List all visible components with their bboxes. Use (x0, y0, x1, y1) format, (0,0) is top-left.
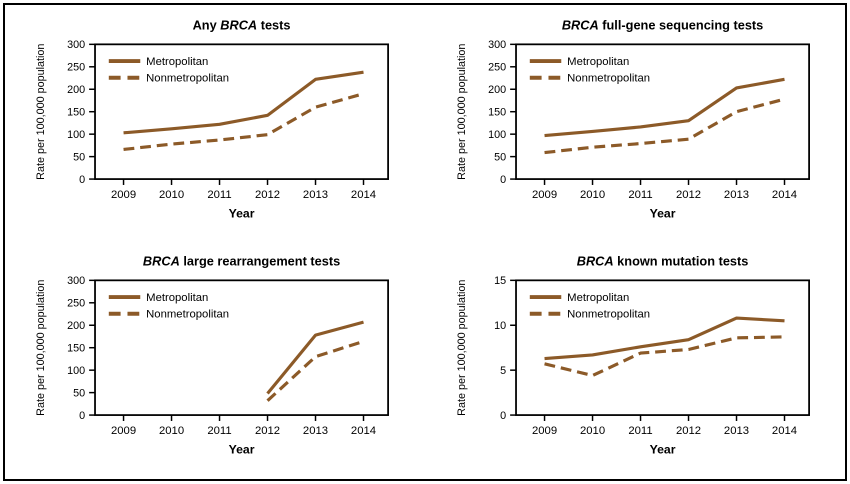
y-tick-label: 0 (79, 174, 85, 186)
x-tick-label: 2014 (772, 189, 797, 201)
panel-brca-large-rearrangement-tests: BRCA large rearrangement tests 0 50 100 150 2… (5, 241, 426, 479)
x-axis-label: Year (229, 206, 255, 220)
y-axis-label: Rate per 100,000 population (35, 44, 47, 180)
panel-any-brca-tests: Any BRCA tests 0 50 100 150 200 250 300 2009 2010… (5, 5, 426, 243)
series-line-metropolitan (544, 316, 785, 361)
x-axis-label: Year (650, 442, 676, 456)
chart-svg: BRCA full-gene sequencing tests 0 50 100 150… (456, 18, 810, 220)
plot-frame (94, 279, 389, 416)
y-tick-label: 250 (67, 62, 85, 74)
series-line-nonmetropolitan (544, 97, 785, 155)
y-tick-label: 100 (67, 365, 85, 377)
y-tick-label: 0 (500, 174, 506, 186)
plot-frame (515, 43, 810, 180)
x-tick-label: 2011 (628, 425, 652, 437)
x-tick-label: 2010 (159, 425, 184, 437)
chart-title: BRCA large rearrangement tests (143, 254, 340, 269)
panel-brca-full-gene-sequencing-tests: BRCA full-gene sequencing tests 0 50 100 150… (426, 5, 847, 243)
y-tick-label: 15 (494, 275, 506, 287)
x-tick-label: 2010 (580, 189, 605, 201)
legend-label-metropolitan: Metropolitan (146, 292, 208, 304)
legend-label-metropolitan: Metropolitan (567, 292, 629, 304)
y-tick-label: 250 (488, 62, 506, 74)
y-tick-label: 50 (494, 151, 506, 163)
chart-svg: Any BRCA tests 0 50 100 150 200 250 300 2009 2010… (35, 18, 389, 220)
x-axis-label: Year (650, 206, 676, 220)
x-tick-label: 2009 (111, 189, 136, 201)
panel-brca-known-mutation-tests: BRCA known mutation tests 0 5 10 15 2009 2010 2… (426, 241, 847, 479)
plot-frame (94, 43, 389, 180)
series-line-metropolitan (123, 70, 364, 135)
x-tick-label: 2011 (207, 425, 231, 437)
y-axis-label: Rate per 100,000 population (456, 280, 468, 416)
y-tick-label: 100 (67, 129, 85, 141)
series-line-metropolitan (266, 320, 364, 395)
x-tick-label: 2010 (580, 425, 605, 437)
chart-title: BRCA full-gene sequencing tests (562, 18, 763, 33)
x-tick-label: 2012 (255, 425, 280, 437)
y-tick-label: 200 (67, 84, 85, 96)
y-tick-label: 300 (488, 39, 506, 51)
x-tick-label: 2013 (303, 425, 328, 437)
x-tick-label: 2012 (676, 425, 701, 437)
y-tick-label: 5 (500, 365, 506, 377)
y-tick-label: 300 (67, 275, 85, 287)
plot-frame (515, 279, 810, 416)
legend-label-metropolitan: Metropolitan (146, 56, 208, 68)
y-tick-label: 300 (67, 39, 85, 51)
x-tick-label: 2009 (532, 189, 557, 201)
chart-title: BRCA known mutation tests (577, 254, 749, 269)
chart-svg: BRCA known mutation tests 0 5 10 15 2009 2010 2… (456, 254, 810, 456)
legend-label-nonmetropolitan: Nonmetropolitan (567, 73, 650, 85)
x-tick-label: 2012 (676, 189, 701, 201)
y-tick-label: 150 (67, 342, 85, 354)
legend-label-nonmetropolitan: Nonmetropolitan (146, 309, 229, 321)
y-tick-label: 150 (488, 106, 506, 118)
x-tick-label: 2013 (724, 189, 749, 201)
x-tick-label: 2014 (351, 189, 376, 201)
x-axis-label: Year (229, 442, 255, 456)
series-line-nonmetropolitan (123, 92, 364, 152)
x-tick-label: 2013 (303, 189, 328, 201)
legend-label-nonmetropolitan: Nonmetropolitan (567, 309, 650, 321)
y-axis-label: Rate per 100,000 population (456, 44, 468, 180)
legend-label-nonmetropolitan: Nonmetropolitan (146, 73, 229, 85)
chart-title: Any BRCA tests (193, 18, 291, 33)
series-line-nonmetropolitan (544, 335, 785, 378)
x-tick-label: 2011 (207, 189, 231, 201)
x-tick-label: 2013 (724, 425, 749, 437)
y-tick-label: 200 (67, 320, 85, 332)
x-tick-label: 2010 (159, 189, 184, 201)
y-tick-label: 150 (67, 106, 85, 118)
y-tick-label: 0 (500, 410, 506, 422)
x-tick-label: 2014 (351, 425, 376, 437)
y-axis-label: Rate per 100,000 population (35, 280, 47, 416)
x-tick-label: 2014 (772, 425, 797, 437)
y-tick-label: 10 (494, 320, 506, 332)
y-tick-label: 200 (488, 84, 506, 96)
series-line-nonmetropolitan (266, 339, 364, 402)
x-tick-label: 2009 (111, 425, 136, 437)
y-tick-label: 0 (79, 410, 85, 422)
x-tick-label: 2011 (628, 189, 652, 201)
y-tick-label: 50 (73, 151, 85, 163)
y-tick-label: 250 (67, 298, 85, 310)
y-tick-label: 50 (73, 387, 85, 399)
x-tick-label: 2009 (532, 425, 557, 437)
x-tick-label: 2012 (255, 189, 280, 201)
legend-label-metropolitan: Metropolitan (567, 56, 629, 68)
chart-svg: BRCA large rearrangement tests 0 50 100 150 2… (35, 254, 389, 456)
series-line-metropolitan (544, 77, 785, 138)
y-tick-label: 100 (488, 129, 506, 141)
